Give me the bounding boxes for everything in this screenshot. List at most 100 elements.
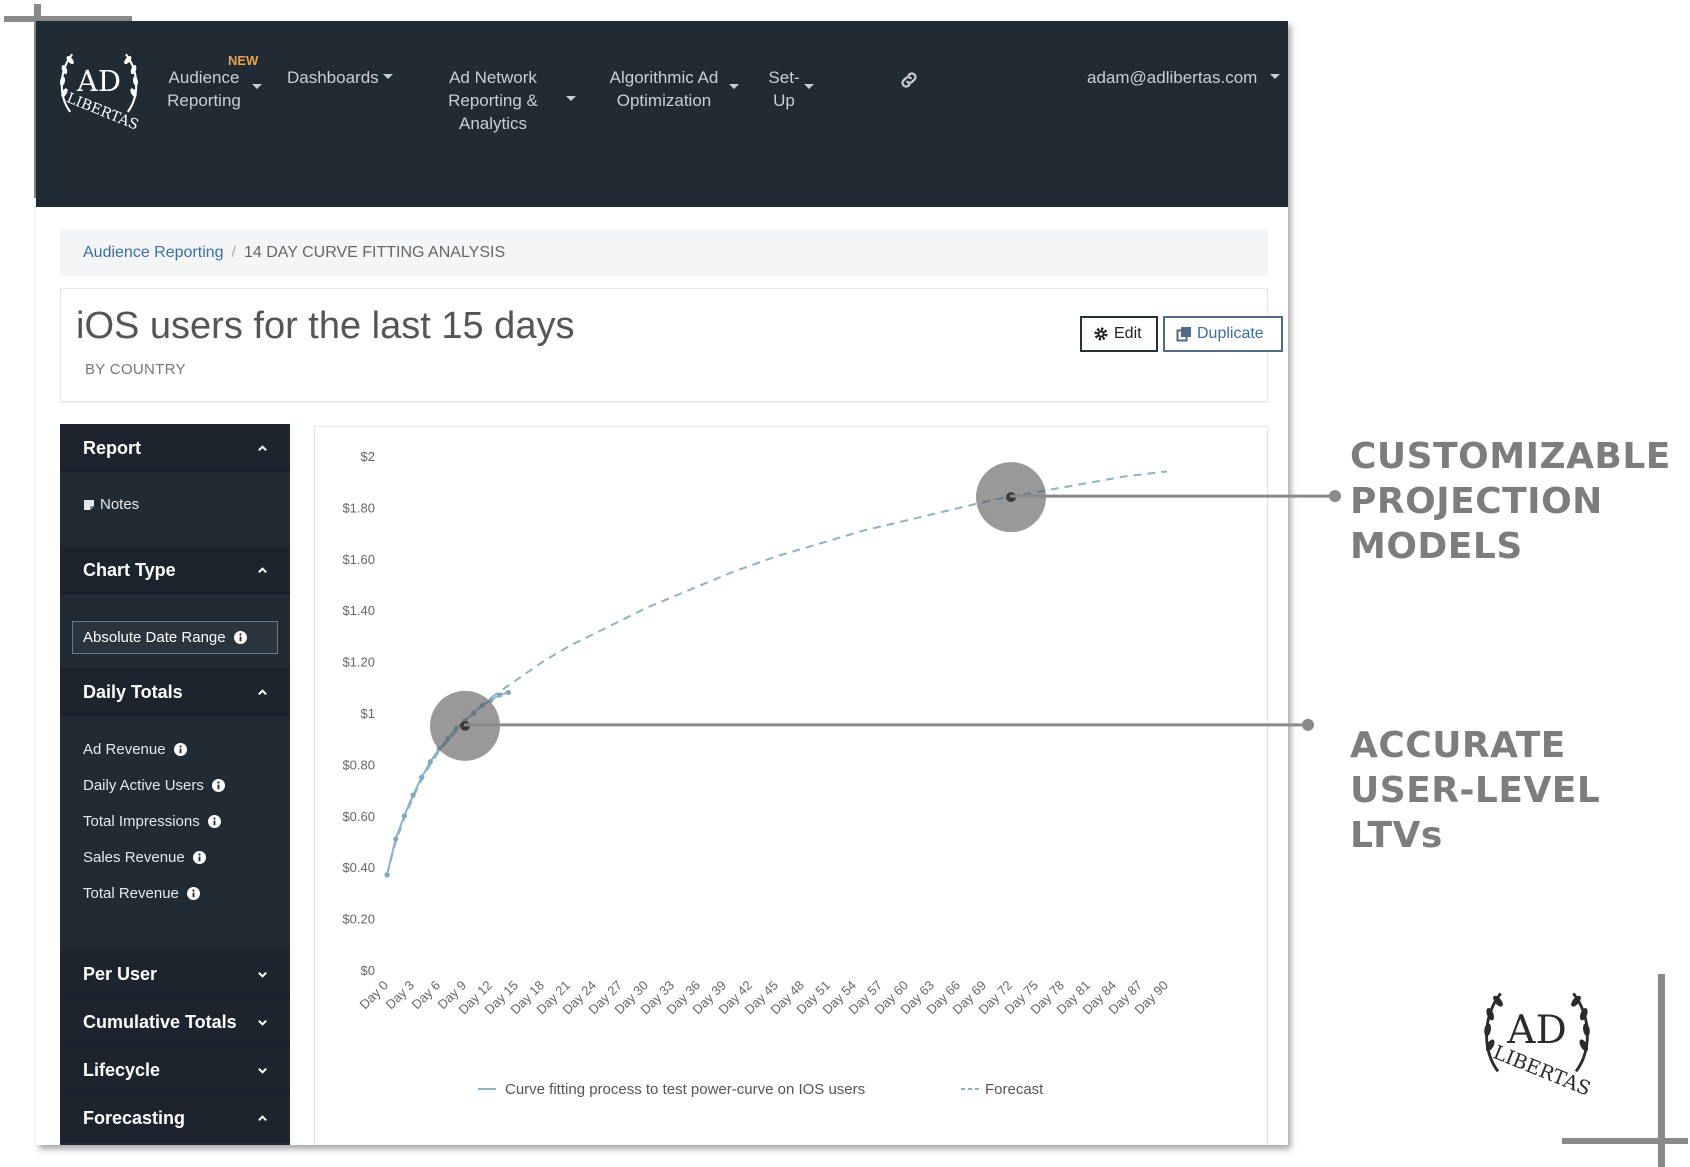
chart-legend: Curve fitting process to test power-curv… bbox=[478, 1081, 1044, 1098]
report-header: iOS users for the last 15 days BY COUNTR… bbox=[60, 288, 1283, 402]
y-tick-label: $0 bbox=[361, 963, 375, 978]
page-subtitle: BY COUNTRY bbox=[85, 361, 186, 378]
legend-label[interactable]: Forecast bbox=[985, 1081, 1044, 1098]
breadcrumb-current: 14 DAY CURVE FITTING ANALYSIS bbox=[244, 244, 506, 261]
info-icon[interactable] bbox=[211, 779, 225, 792]
y-tick-label: $0.40 bbox=[342, 860, 375, 875]
y-tick-label: $1.40 bbox=[342, 603, 375, 618]
section-chart-type[interactable]: Chart Type bbox=[60, 546, 290, 594]
section-daily-totals[interactable]: Daily Totals bbox=[60, 668, 290, 716]
chevron-down-icon[interactable] bbox=[804, 84, 814, 89]
x-tick-label: Day 0 bbox=[356, 978, 391, 1013]
ltv-chart: $0 $0.20 $0.40 $0.60 $0.80 $1 $1.20 $1.40 $1.60 $… bbox=[342, 449, 1171, 1098]
absolute-date-range-button[interactable]: Absolute Date Range bbox=[72, 621, 278, 654]
section-forecasting[interactable]: Forecasting bbox=[60, 1094, 290, 1142]
y-tick-label: $1.20 bbox=[342, 655, 375, 670]
y-tick-label: $0.20 bbox=[342, 912, 375, 927]
edit-button[interactable]: Edit bbox=[1080, 316, 1158, 352]
duplicate-button-label: Duplicate bbox=[1197, 325, 1264, 342]
svg-text:AD: AD bbox=[1506, 1008, 1566, 1053]
x-tick-label: Day 6 bbox=[408, 978, 443, 1013]
data-point[interactable] bbox=[427, 759, 433, 765]
chevron-down-icon bbox=[258, 1019, 267, 1026]
breadcrumb-link[interactable]: Audience Reporting bbox=[83, 244, 224, 261]
callout-user-level-ltv: ACCURATE USER-LEVEL LTVs bbox=[1350, 723, 1600, 858]
data-point[interactable] bbox=[419, 774, 425, 780]
chevron-down-icon[interactable] bbox=[383, 74, 393, 79]
y-tick-label: $1.60 bbox=[342, 552, 375, 567]
info-icon[interactable] bbox=[186, 887, 200, 900]
section-cumulative-totals[interactable]: Cumulative Totals bbox=[60, 998, 290, 1046]
metric-total-revenue[interactable]: Total Revenue bbox=[83, 885, 200, 902]
metric-label: Sales Revenue bbox=[83, 849, 185, 866]
x-tick-label: Day 3 bbox=[382, 978, 417, 1013]
notes-link[interactable]: Notes bbox=[83, 496, 139, 513]
callout-dot bbox=[1302, 718, 1314, 731]
report-sidebar: Report Notes Chart Type Absolute Date Ra… bbox=[60, 424, 290, 1145]
section-title: Report bbox=[83, 438, 141, 458]
section-title: Per User bbox=[83, 964, 158, 984]
chevron-down-icon[interactable] bbox=[566, 96, 576, 101]
y-tick-label: $0.80 bbox=[342, 757, 375, 772]
section-per-user[interactable]: Per User bbox=[60, 950, 290, 998]
info-icon[interactable] bbox=[192, 851, 206, 864]
chevron-down-icon bbox=[258, 1067, 267, 1074]
chevron-down-icon[interactable] bbox=[1270, 74, 1280, 79]
legend-label[interactable]: Curve fitting process to test power-curv… bbox=[505, 1081, 865, 1098]
note-icon bbox=[84, 499, 94, 510]
copy-icon bbox=[1176, 327, 1191, 342]
link-icon[interactable] bbox=[898, 69, 920, 91]
data-point[interactable] bbox=[505, 689, 511, 696]
gear-icon bbox=[1094, 327, 1108, 341]
section-title: Cumulative Totals bbox=[83, 1012, 237, 1032]
adlibertas-logo[interactable]: AD LIBERTAS bbox=[51, 37, 147, 133]
callout-line: CUSTOMIZABLE bbox=[1350, 436, 1671, 477]
chevron-up-icon bbox=[258, 445, 267, 452]
chevron-up-icon bbox=[258, 689, 267, 696]
section-title: Daily Totals bbox=[83, 682, 183, 702]
info-icon[interactable] bbox=[173, 743, 187, 756]
nav-audience-reporting[interactable]: Audience Reporting bbox=[167, 68, 241, 110]
crop-mark bbox=[4, 16, 132, 22]
data-point[interactable] bbox=[393, 836, 399, 842]
absolute-date-range-label: Absolute Date Range bbox=[83, 629, 226, 646]
page-title: iOS users for the last 15 days bbox=[76, 305, 575, 347]
crop-mark bbox=[1562, 1138, 1688, 1144]
adlibertas-logo: AD LIBERTAS bbox=[1484, 992, 1594, 1100]
metric-label: Ad Revenue bbox=[83, 741, 166, 758]
y-tick-label: $1 bbox=[361, 706, 375, 721]
crop-mark bbox=[1658, 974, 1665, 1167]
nav-setup[interactable]: Set-Up bbox=[768, 68, 800, 110]
data-point[interactable] bbox=[410, 792, 416, 798]
section-title: Forecasting bbox=[83, 1108, 186, 1128]
nav-dashboards[interactable]: Dashboards bbox=[287, 68, 379, 87]
app-window: AD LIBERTAS NEW Audience Reporting Dashb… bbox=[36, 21, 1288, 1145]
chevron-down-icon[interactable] bbox=[252, 84, 262, 89]
data-point[interactable] bbox=[497, 692, 503, 698]
svg-text:AD: AD bbox=[76, 64, 121, 98]
data-point[interactable] bbox=[401, 813, 407, 819]
user-menu[interactable]: adam@adlibertas.com bbox=[1087, 68, 1258, 87]
data-point[interactable] bbox=[384, 872, 390, 878]
callout-dot bbox=[1329, 490, 1341, 503]
metric-daily-active-users[interactable]: Daily Active Users bbox=[83, 777, 225, 794]
metric-sales-revenue[interactable]: Sales Revenue bbox=[83, 849, 206, 866]
breadcrumb-separator: / bbox=[231, 244, 236, 261]
callout-line: LTVs bbox=[1350, 815, 1443, 856]
metric-total-impressions[interactable]: Total Impressions bbox=[83, 813, 221, 830]
section-title: Chart Type bbox=[83, 560, 176, 580]
section-lifecycle[interactable]: Lifecycle bbox=[60, 1046, 290, 1094]
highlight-center-dot bbox=[1006, 492, 1016, 503]
duplicate-button[interactable]: Duplicate bbox=[1163, 316, 1283, 352]
info-icon[interactable] bbox=[207, 815, 221, 828]
nav-ad-network-reporting[interactable]: Ad Network Reporting & Analytics bbox=[448, 68, 538, 133]
section-report[interactable]: Report bbox=[60, 424, 290, 472]
top-navigation: AD LIBERTAS NEW Audience Reporting Dashb… bbox=[36, 21, 1288, 207]
breadcrumb: Audience Reporting / 14 DAY CURVE FITTING … bbox=[60, 230, 1268, 276]
chevron-down-icon[interactable] bbox=[729, 84, 739, 89]
info-icon[interactable] bbox=[233, 631, 247, 644]
nav-algorithmic-ad-optimization[interactable]: Algorithmic Ad Optimization bbox=[609, 68, 719, 110]
notes-label: Notes bbox=[100, 496, 140, 513]
y-tick-label: $2 bbox=[361, 449, 375, 464]
metric-ad-revenue[interactable]: Ad Revenue bbox=[83, 741, 187, 758]
